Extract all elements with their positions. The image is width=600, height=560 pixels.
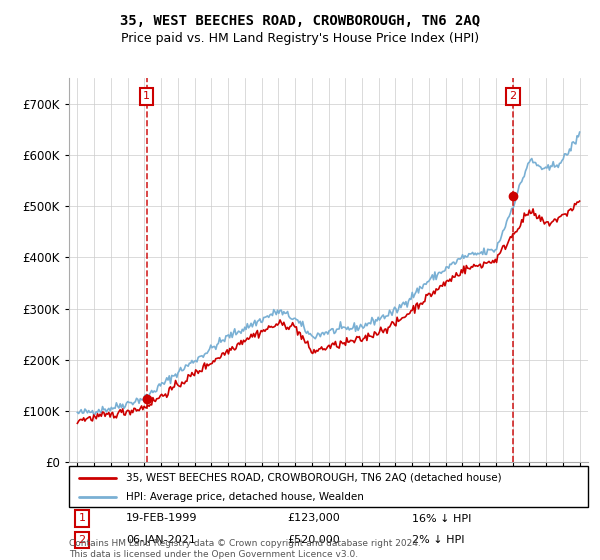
Text: 35, WEST BEECHES ROAD, CROWBOROUGH, TN6 2AQ: 35, WEST BEECHES ROAD, CROWBOROUGH, TN6 … xyxy=(120,14,480,28)
Text: £123,000: £123,000 xyxy=(287,514,340,524)
Text: 19-FEB-1999: 19-FEB-1999 xyxy=(126,514,197,524)
FancyBboxPatch shape xyxy=(69,466,588,507)
Text: 2% ↓ HPI: 2% ↓ HPI xyxy=(412,535,464,545)
Text: 16% ↓ HPI: 16% ↓ HPI xyxy=(412,514,471,524)
Text: 1: 1 xyxy=(79,514,85,524)
Text: Price paid vs. HM Land Registry's House Price Index (HPI): Price paid vs. HM Land Registry's House … xyxy=(121,32,479,45)
Text: 35, WEST BEECHES ROAD, CROWBOROUGH, TN6 2AQ (detached house): 35, WEST BEECHES ROAD, CROWBOROUGH, TN6 … xyxy=(126,473,502,483)
Text: £520,000: £520,000 xyxy=(287,535,340,545)
Text: 06-JAN-2021: 06-JAN-2021 xyxy=(126,535,196,545)
Text: 2: 2 xyxy=(79,535,86,545)
Text: Contains HM Land Registry data © Crown copyright and database right 2024.
This d: Contains HM Land Registry data © Crown c… xyxy=(69,539,421,559)
Text: HPI: Average price, detached house, Wealden: HPI: Average price, detached house, Weal… xyxy=(126,492,364,502)
Text: 2: 2 xyxy=(509,91,517,101)
Text: 1: 1 xyxy=(143,91,150,101)
